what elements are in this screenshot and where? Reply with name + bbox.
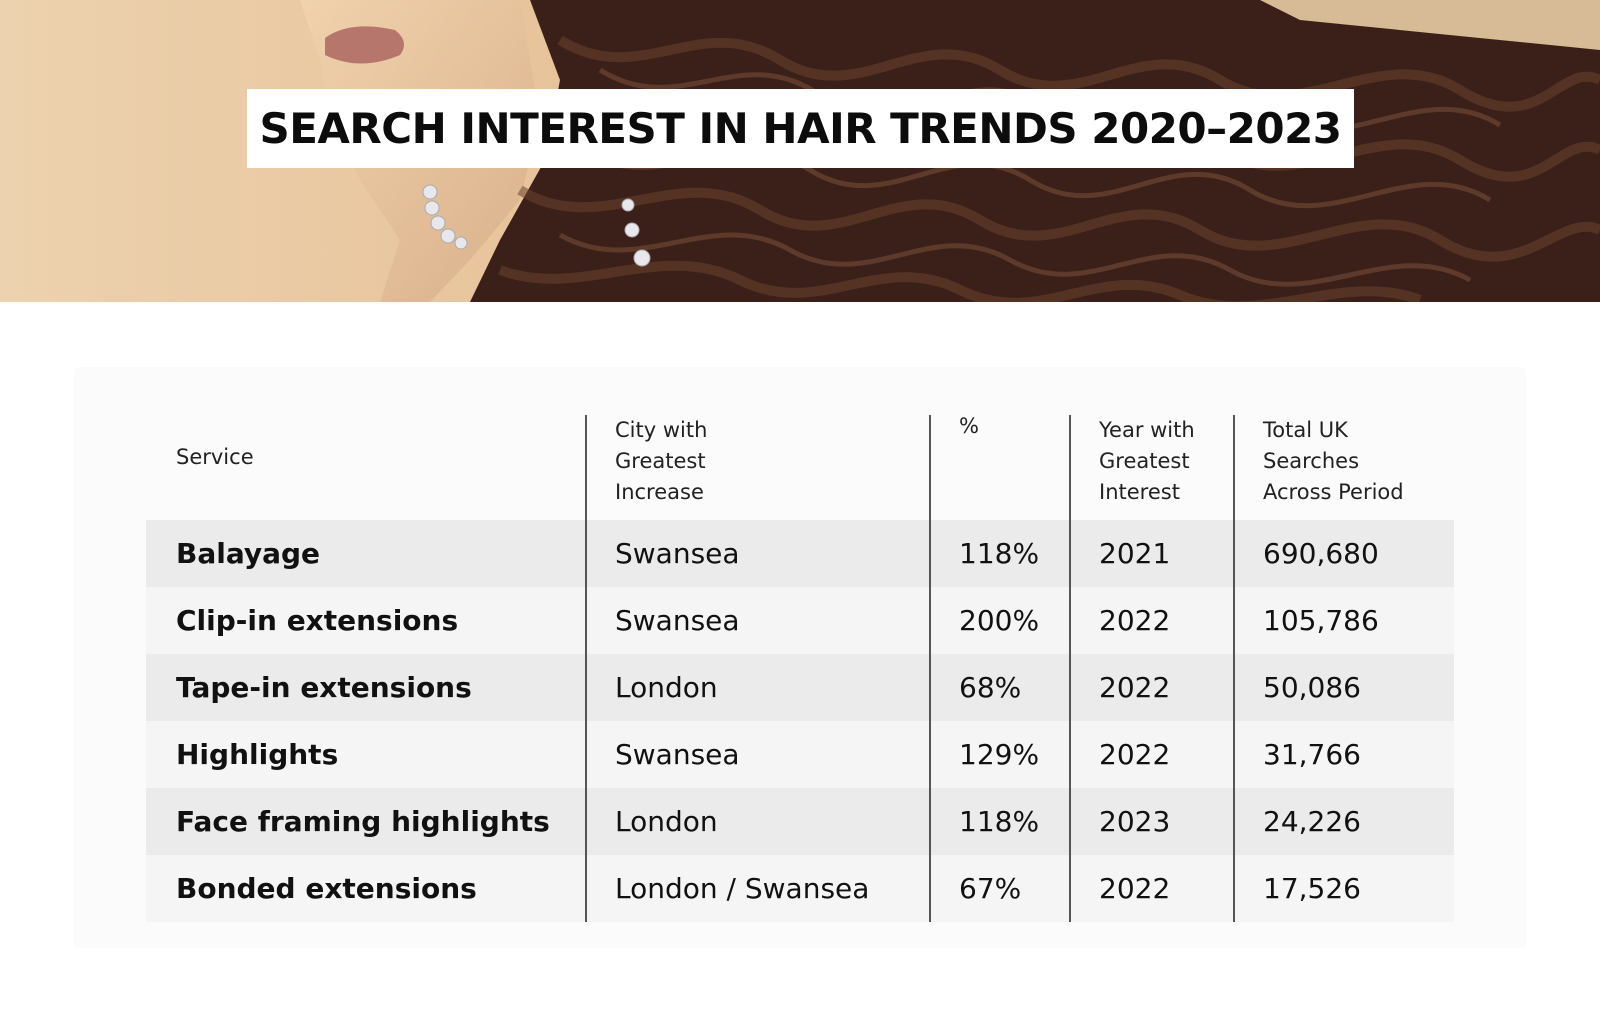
cell-city: London <box>615 671 718 704</box>
header-city: City with Greatest Increase <box>585 395 929 520</box>
cell-year: 2022 <box>1099 872 1171 905</box>
cell-percent: 129% <box>959 738 1040 771</box>
cell-percent: 200% <box>959 604 1040 637</box>
header-year: Year with Greatest Interest <box>1069 395 1233 520</box>
header-line: Total UK <box>1263 418 1348 442</box>
cell-year: 2022 <box>1099 604 1171 637</box>
column-divider <box>1069 415 1071 922</box>
cell-service: Face framing highlights <box>176 805 550 838</box>
cell-total: 17,526 <box>1263 872 1361 905</box>
header-service: Service <box>146 395 585 520</box>
hero-banner: SEARCH INTEREST IN HAIR TRENDS 2020–2023 <box>0 0 1600 302</box>
header-total: Total UK Searches Across Period <box>1233 395 1454 520</box>
cell-city: London <box>615 805 718 838</box>
cell-year: 2023 <box>1099 805 1171 838</box>
cell-city: Swansea <box>615 537 740 570</box>
table-row: Clip-in extensions Swansea 200% 2022 105… <box>146 587 1454 654</box>
header-percent: % <box>929 395 1069 520</box>
cell-percent: 67% <box>959 872 1022 905</box>
cell-percent: 118% <box>959 805 1040 838</box>
column-divider <box>1233 415 1235 922</box>
cell-total: 50,086 <box>1263 671 1361 704</box>
header-line: Increase <box>615 480 704 504</box>
cell-city: London / Swansea <box>615 872 870 905</box>
table-row: Balayage Swansea 118% 2021 690,680 <box>146 520 1454 587</box>
table-row: Highlights Swansea 129% 2022 31,766 <box>146 721 1454 788</box>
header-line: Interest <box>1099 480 1180 504</box>
header-line: Searches <box>1263 449 1360 473</box>
table-row: Face framing highlights London 118% 2023… <box>146 788 1454 855</box>
table-body: Balayage Swansea 118% 2021 690,680 Clip-… <box>146 520 1454 922</box>
cell-percent: 118% <box>959 537 1040 570</box>
header-line: City with <box>615 418 708 442</box>
cell-total: 105,786 <box>1263 604 1379 637</box>
cell-year: 2022 <box>1099 738 1171 771</box>
cell-service: Tape-in extensions <box>176 671 472 704</box>
cell-service: Highlights <box>176 738 339 771</box>
cell-city: Swansea <box>615 738 740 771</box>
cell-service: Balayage <box>176 537 321 570</box>
cell-percent: 68% <box>959 671 1022 704</box>
data-table: Service City with Greatest Increase % Ye… <box>146 395 1454 922</box>
cell-total: 31,766 <box>1263 738 1361 771</box>
header-line: Service <box>176 445 254 469</box>
cell-service: Bonded extensions <box>176 872 477 905</box>
column-divider <box>929 415 931 922</box>
header-line: Greatest <box>1099 449 1190 473</box>
cell-year: 2021 <box>1099 537 1171 570</box>
header-line: Across Period <box>1263 480 1404 504</box>
table-row: Tape-in extensions London 68% 2022 50,08… <box>146 654 1454 721</box>
header-line: Greatest <box>615 449 706 473</box>
table-row: Bonded extensions London / Swansea 67% 2… <box>146 855 1454 922</box>
column-divider <box>585 415 587 922</box>
header-line: % <box>959 414 979 438</box>
cell-total: 24,226 <box>1263 805 1361 838</box>
header-line: Year with <box>1099 418 1195 442</box>
cell-service: Clip-in extensions <box>176 604 459 637</box>
cell-year: 2022 <box>1099 671 1171 704</box>
title-box: SEARCH INTEREST IN HAIR TRENDS 2020–2023 <box>247 89 1354 168</box>
cell-total: 690,680 <box>1263 537 1379 570</box>
table-header: Service City with Greatest Increase % Ye… <box>146 395 1454 520</box>
cell-city: Swansea <box>615 604 740 637</box>
page-title: SEARCH INTEREST IN HAIR TRENDS 2020–2023 <box>259 104 1342 153</box>
